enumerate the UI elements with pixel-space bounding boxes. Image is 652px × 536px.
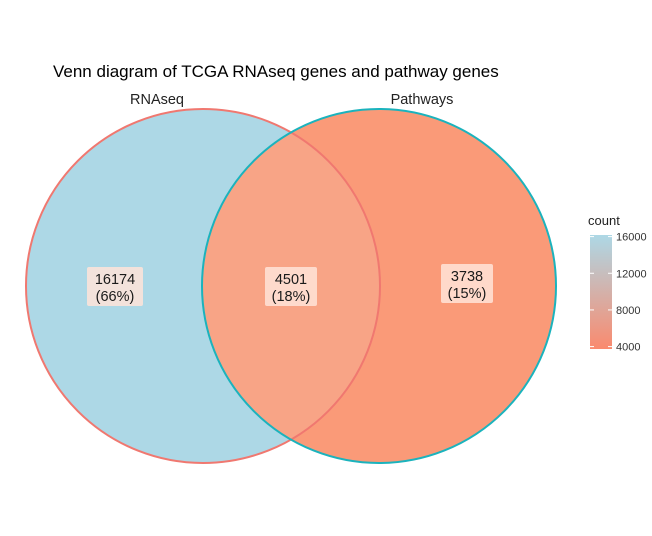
percent-rnaseq-only: (66%) bbox=[96, 289, 135, 305]
percent-pathways-only: (15%) bbox=[448, 286, 487, 302]
legend-tick-label: 12000 bbox=[616, 268, 647, 280]
circle-rnaseq-outline bbox=[25, 108, 381, 464]
label-box-overlap bbox=[265, 267, 317, 306]
legend-tick-label: 8000 bbox=[616, 305, 640, 317]
percent-overlap: (18%) bbox=[272, 289, 311, 305]
count-overlap: 4501 bbox=[275, 272, 307, 288]
label-box-rnaseq-only bbox=[87, 267, 143, 306]
legend-tick-label: 4000 bbox=[616, 342, 640, 354]
set-label-rnaseq: RNAseq bbox=[130, 92, 184, 108]
count-rnaseq-only: 16174 bbox=[95, 272, 135, 288]
legend-title: count bbox=[588, 213, 620, 228]
legend-ticks: 16000 12000 8000 4000 bbox=[590, 232, 647, 354]
color-legend: count 16000 12000 8000 4000 bbox=[588, 213, 647, 354]
legend-colorbar bbox=[590, 235, 612, 349]
set-label-pathways: Pathways bbox=[391, 92, 454, 108]
count-pathways-only: 3738 bbox=[451, 269, 483, 285]
circle-pathways-outline bbox=[201, 108, 557, 464]
label-box-pathways-only bbox=[441, 264, 493, 303]
diagram-title: Venn diagram of TCGA RNAseq genes and pa… bbox=[53, 62, 499, 81]
legend-tick-label: 16000 bbox=[616, 232, 647, 244]
